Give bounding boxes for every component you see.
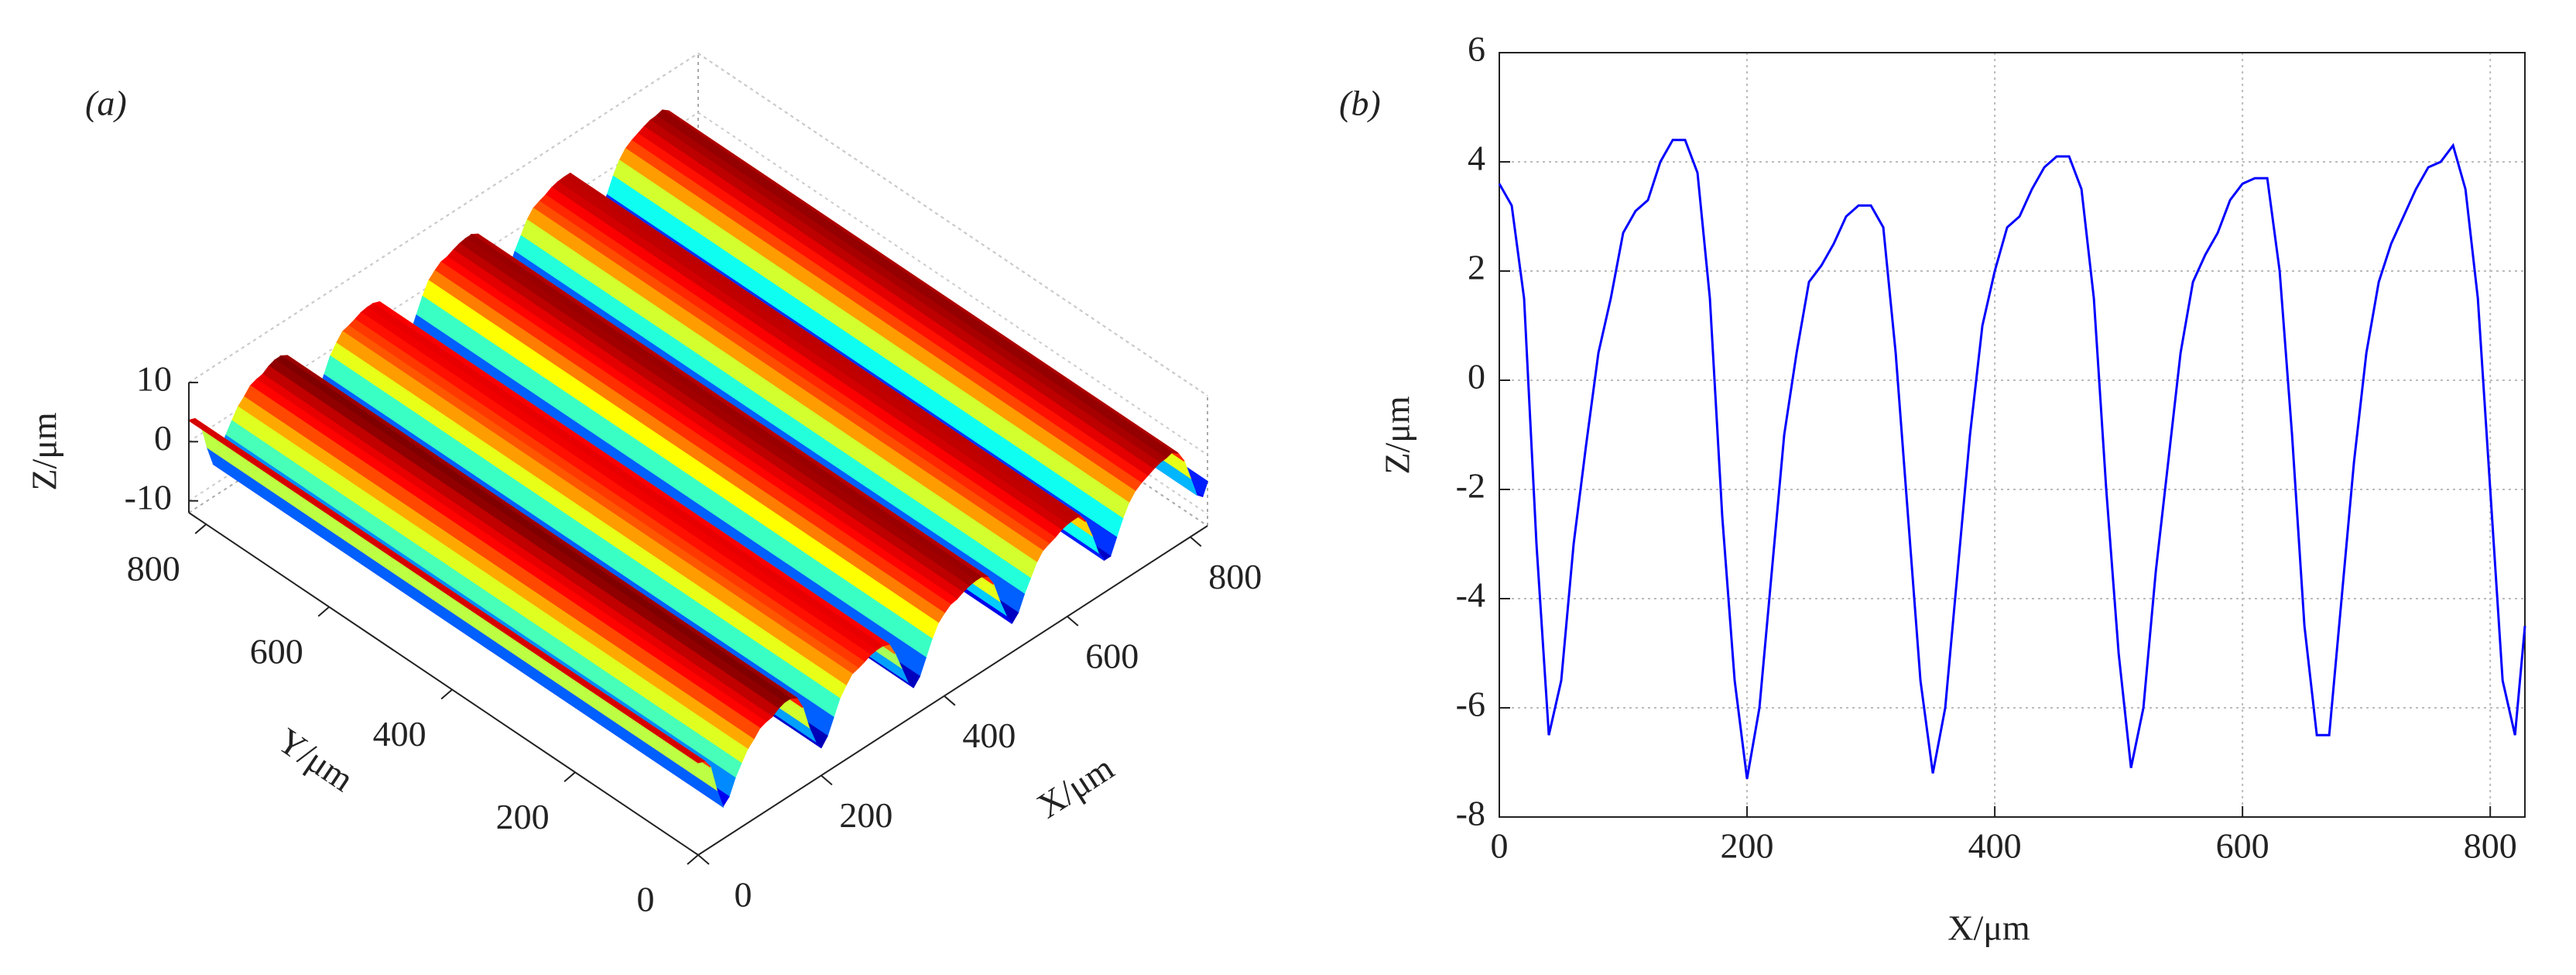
grid-line — [188, 52, 1208, 397]
panel-label: (b) — [1339, 84, 1381, 123]
tick-mark — [1067, 616, 1079, 627]
y-tick-label: -8 — [1456, 794, 1485, 833]
y-tick-label: 600 — [250, 631, 303, 671]
x-tick-label: 200 — [839, 795, 892, 835]
surface-strip — [187, 417, 706, 764]
z-tick-label: 10 — [136, 359, 172, 398]
axis-title: Z/μm — [1378, 396, 1417, 475]
tick-mark — [1190, 536, 1202, 548]
tick-mark — [687, 854, 699, 865]
tick-mark — [317, 606, 330, 617]
tick-mark — [944, 695, 956, 706]
y-tick-label: 0 — [1468, 357, 1485, 397]
x-tick-label: 600 — [2216, 826, 2269, 866]
tick-mark — [697, 854, 710, 865]
axis-title: X/μm — [1030, 747, 1121, 826]
y-tick-label: 400 — [373, 714, 426, 754]
x-axis — [697, 525, 1208, 856]
y-tick-label: 2 — [1468, 248, 1485, 287]
z-tick-label: -10 — [125, 477, 172, 517]
y-axis — [188, 512, 699, 856]
x-tick-label: 600 — [1085, 637, 1139, 676]
x-tick-label: 800 — [2464, 826, 2517, 866]
z-tick-label: 0 — [154, 418, 172, 458]
panel-label: (a) — [85, 84, 127, 123]
y-tick-label: 4 — [1468, 139, 1485, 178]
x-tick-label: 200 — [1721, 826, 1774, 866]
x-tick-label: 0 — [735, 875, 752, 915]
y-tick-label: 0 — [637, 880, 655, 919]
y-tick-label: -2 — [1456, 466, 1485, 506]
tick-mark — [194, 524, 207, 534]
axis-title: Z/μm — [25, 412, 64, 491]
y-tick-label: 800 — [127, 549, 180, 589]
axis-title: X/μm — [1947, 908, 2030, 948]
axis-title: Y/μm — [270, 720, 361, 799]
y-tick-label: -4 — [1456, 575, 1485, 615]
y-tick-label: 6 — [1468, 29, 1485, 69]
tick-mark — [564, 771, 576, 782]
y-tick-label: 200 — [496, 797, 550, 836]
tick-mark — [440, 688, 453, 700]
data-line — [1498, 139, 2526, 779]
tick-mark — [820, 774, 833, 786]
x-tick-label: 400 — [962, 716, 1016, 755]
plot-frame — [1499, 52, 2526, 818]
x-tick-label: 400 — [1968, 826, 2022, 866]
x-tick-label: 0 — [1491, 826, 1509, 866]
y-tick-label: -6 — [1456, 685, 1485, 724]
x-tick-label: 800 — [1208, 557, 1262, 596]
